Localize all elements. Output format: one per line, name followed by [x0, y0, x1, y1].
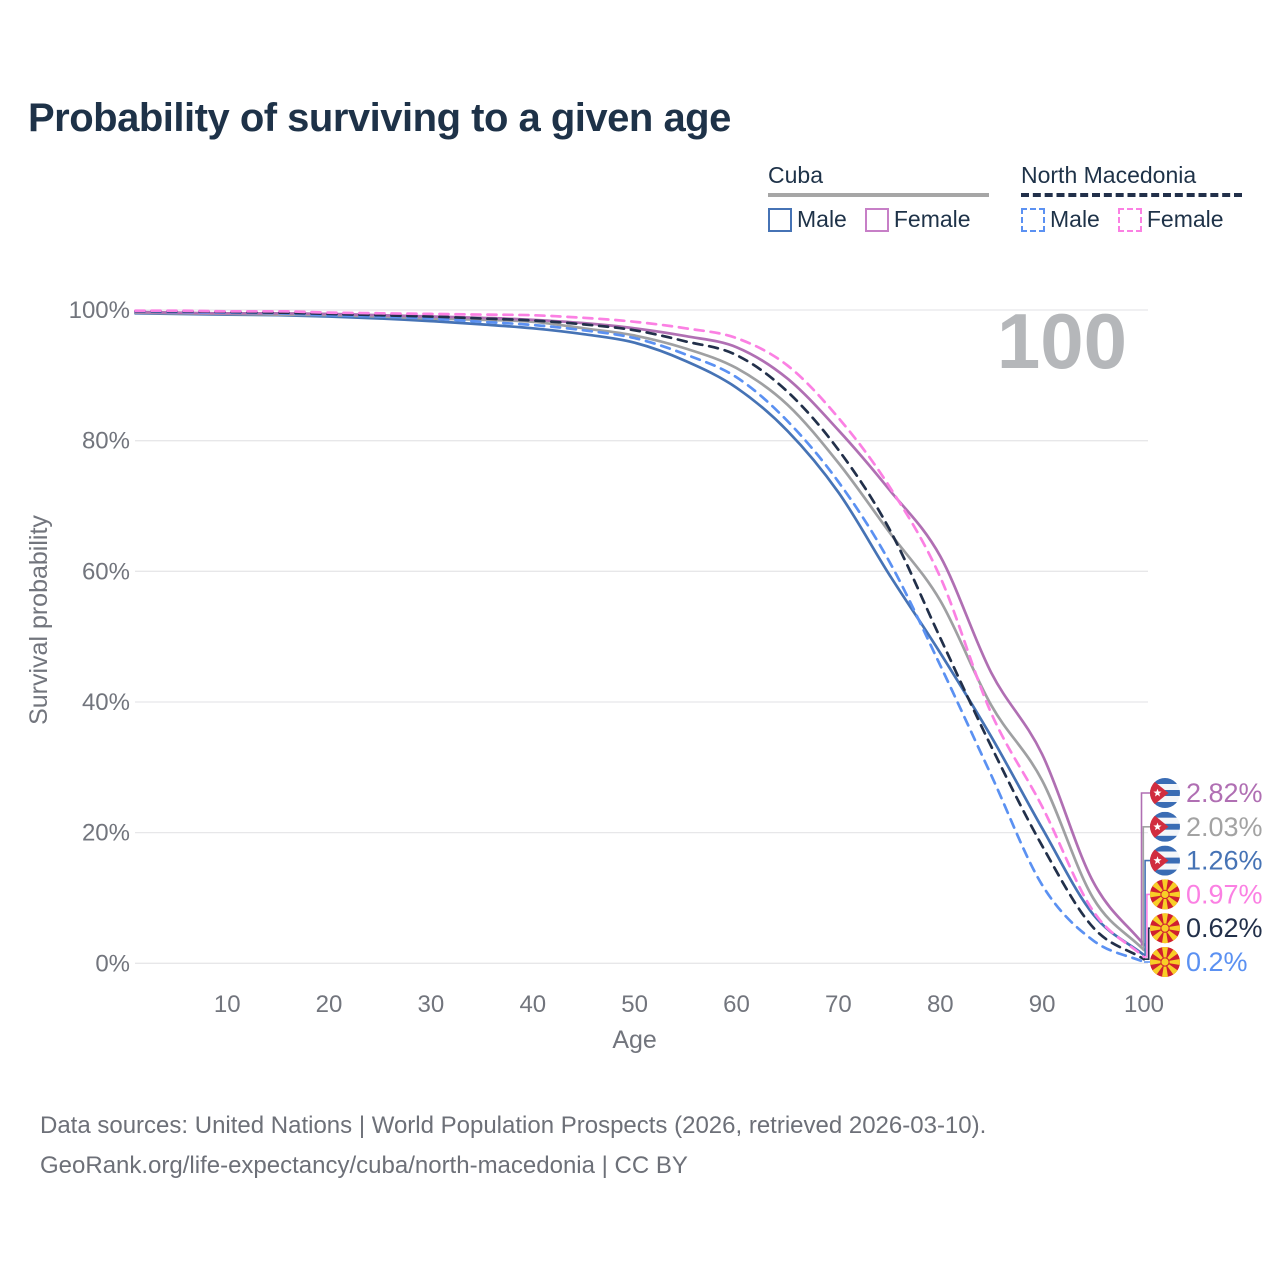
x-tick-label: 60: [723, 991, 750, 1018]
x-tick-label: 100: [1124, 991, 1164, 1018]
x-tick-label: 80: [927, 991, 954, 1018]
legend-items-cuba: Male Female: [768, 206, 989, 233]
y-tick-label: 60%: [82, 558, 130, 585]
x-axis-title: Age: [612, 1026, 656, 1054]
footer: Data sources: United Nations | World Pop…: [40, 1106, 986, 1186]
end-value-label: 0.62%: [1186, 913, 1263, 943]
north-macedonia-male-checkbox[interactable]: [1021, 207, 1045, 232]
legend-item-label[interactable]: Female: [1146, 206, 1224, 232]
cuba-female-checkbox[interactable]: [864, 207, 889, 232]
x-tick-label: 20: [316, 991, 343, 1018]
x-tick-label: 70: [825, 991, 852, 1018]
series-cuba-male-line[interactable]: [134, 311, 1146, 957]
cuba-solid-line-swatch: [768, 193, 989, 197]
end-label-connector: [1144, 927, 1150, 960]
cuba-flag-icon: [1150, 812, 1180, 842]
y-tick-label: 20%: [82, 820, 130, 847]
series-north-macedonia-both-sexes--line[interactable]: [134, 309, 1146, 961]
legend-group-cuba: Cuba Male Female: [768, 162, 989, 233]
series-cuba-both-sexes--line[interactable]: [134, 311, 1146, 952]
data-sources-note: Data sources: United Nations | World Pop…: [40, 1112, 987, 1139]
end-value-label: 2.03%: [1186, 812, 1263, 842]
legend-group-north-macedonia: North Macedonia Male Female: [1021, 162, 1242, 233]
x-tick-label: 90: [1029, 991, 1056, 1018]
page-title: Probability of surviving to a given age: [28, 96, 731, 140]
x-tick-label: 30: [418, 991, 445, 1018]
y-tick-label: 100%: [69, 297, 130, 324]
x-tick-label: 50: [621, 991, 648, 1018]
y-tick-label: 80%: [82, 428, 130, 455]
end-value-label: 0.2%: [1186, 947, 1248, 977]
legend-item-label[interactable]: Male: [797, 206, 847, 232]
north-macedonia-flag-icon: [1150, 913, 1181, 944]
x-tick-label: 40: [519, 991, 546, 1018]
north-macedonia-dashed-line-swatch: [1021, 193, 1242, 197]
north-macedonia-flag-icon: [1150, 947, 1181, 978]
legend-header-north-macedonia[interactable]: North Macedonia: [1021, 162, 1197, 188]
cuba-male-checkbox[interactable]: [768, 207, 792, 232]
end-value-label: 2.82%: [1186, 778, 1263, 808]
legend-header-cuba[interactable]: Cuba: [768, 162, 823, 188]
x-tick-label: 10: [214, 991, 241, 1018]
series-north-macedonia-female-line[interactable]: [134, 309, 1146, 959]
y-tick-label: 40%: [82, 689, 130, 716]
north-macedonia-flag-icon: [1150, 879, 1181, 910]
legend-item-label[interactable]: Male: [1050, 206, 1100, 232]
end-label-connector: [1142, 826, 1150, 951]
end-value-label: 1.26%: [1186, 846, 1263, 876]
end-label-connector: [1144, 859, 1150, 956]
legend-item-label[interactable]: Female: [893, 206, 971, 232]
age-counter-watermark: 100: [997, 297, 1127, 385]
legend-items-north-macedonia: Male Female: [1021, 206, 1242, 233]
end-value-label: 0.97%: [1186, 879, 1263, 909]
cuba-flag-icon: [1150, 778, 1180, 808]
cuba-flag-icon: [1150, 846, 1180, 876]
series-north-macedonia-male-line[interactable]: [134, 309, 1146, 964]
attribution-link[interactable]: GeoRank.org/life-expectancy/cuba/north-m…: [40, 1152, 688, 1179]
north-macedonia-female-checkbox[interactable]: [1117, 207, 1142, 232]
y-axis-title: Survival probability: [25, 515, 53, 725]
series-cuba-female-line[interactable]: [134, 310, 1146, 947]
end-label-connector: [1144, 893, 1150, 958]
y-tick-label: 0%: [95, 950, 130, 977]
